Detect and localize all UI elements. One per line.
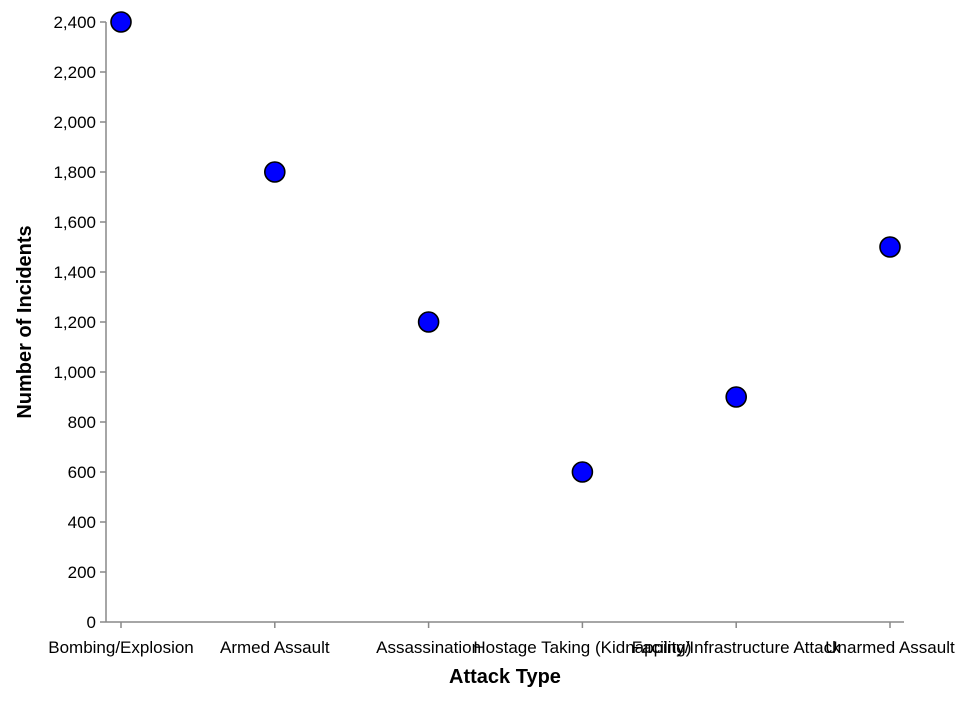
y-axis: 0 200 400 600 800 1,000 1,200 1,400 1,600 1,800 2,…	[53, 13, 107, 632]
y-tick-label: 1,600	[53, 213, 96, 232]
data-point[interactable]	[417, 311, 440, 333]
y-tick-label: 2,200	[53, 63, 96, 82]
y-tick-label: 1,200	[53, 313, 96, 332]
data-points	[110, 11, 901, 483]
y-tick-label: 0	[87, 613, 96, 632]
y-tick-label: 800	[68, 413, 96, 432]
y-axis-title: Number of Incidents	[14, 225, 36, 418]
x-axis: Bombing/Explosion Armed Assault Assassinat…	[48, 621, 955, 657]
x-tick-label: Bombing/Explosion	[48, 638, 194, 657]
y-tick-label: 400	[68, 513, 96, 532]
y-tick-label: 1,000	[53, 363, 96, 382]
y-tick-label: 2,000	[53, 113, 96, 132]
data-point[interactable]	[571, 461, 594, 483]
x-tick-label: Facility/Infrastructure Attack	[632, 638, 841, 657]
x-tick-label: Unarmed Assault	[825, 638, 955, 657]
data-point[interactable]	[263, 161, 286, 183]
x-tick-label: Assassination	[376, 638, 481, 657]
data-point[interactable]	[110, 11, 132, 33]
x-tick-label: Hostage Taking (Kidnapping)	[473, 638, 691, 657]
data-point[interactable]	[725, 386, 748, 408]
x-tick-label: Armed Assault	[220, 638, 330, 657]
y-tick-label: 1,400	[53, 263, 96, 282]
y-tick-label: 2,400	[53, 13, 96, 32]
x-axis-title: Attack Type	[449, 666, 561, 688]
y-tick-label: 200	[68, 563, 96, 582]
y-tick-label: 1,800	[53, 163, 96, 182]
data-point[interactable]	[879, 236, 901, 258]
y-tick-label: 600	[68, 463, 96, 482]
